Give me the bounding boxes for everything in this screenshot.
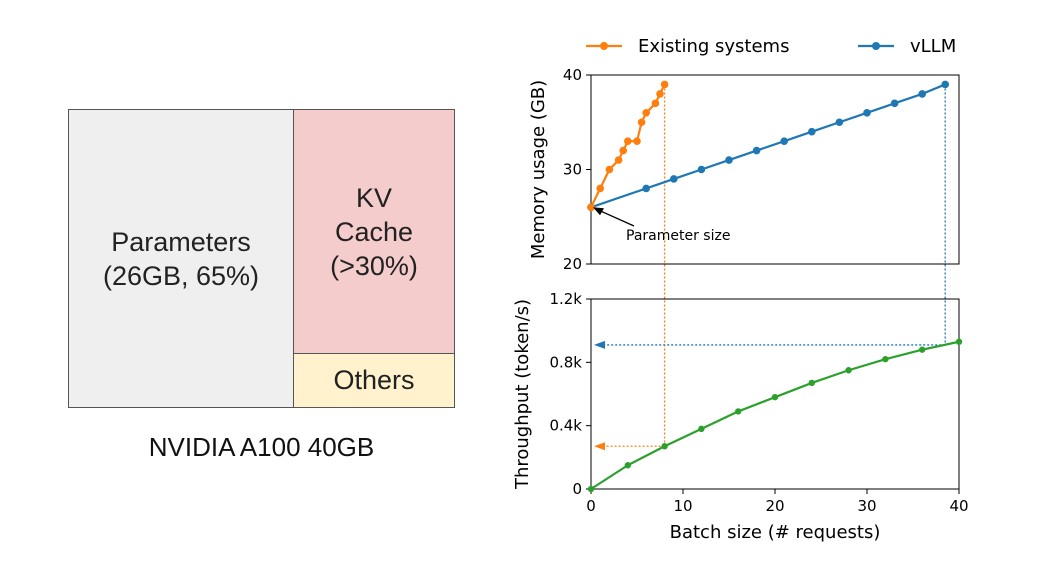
vllm-throughput-point — [771, 393, 779, 401]
throughput-y-axis-label: Throughput (token/s) — [512, 299, 533, 490]
x-axis-label: Batch size (# requests) — [670, 522, 881, 543]
vllm-memory-point — [670, 175, 678, 183]
gpu-memory-layout: Parameters (26GB, 65%) KV Cache (>30%) O… — [68, 109, 455, 408]
existing-memory-point — [619, 146, 627, 155]
vllm-memory-point — [890, 99, 899, 108]
legend-swatch-marker — [872, 42, 880, 50]
legend-swatch-marker — [600, 42, 608, 50]
existing-memory-point — [614, 156, 623, 164]
vllm-memory-point — [808, 127, 816, 136]
memory-ytick-label: 30 — [563, 161, 582, 179]
existing-memory-point — [651, 99, 660, 108]
vllm-throughput-point — [698, 425, 705, 433]
vllm-memory-point — [697, 165, 706, 174]
annotation-label: Parameter size — [626, 228, 730, 244]
others-label: Others — [333, 365, 415, 395]
annotation-arrowhead — [593, 207, 604, 216]
vllm-throughput-point — [845, 367, 852, 374]
vllm-throughput-point — [919, 346, 926, 353]
xtick-label: 0 — [586, 497, 596, 515]
vllm-memory-point — [941, 80, 949, 89]
vllm-guide-arrow — [594, 340, 605, 349]
throughput-ytick-label: 0.4k — [549, 417, 582, 435]
kv-cache-segment: KV Cache (>30%) — [293, 109, 455, 354]
existing-memory-point — [656, 90, 664, 98]
annotation-arrow-line — [598, 209, 635, 227]
others-segment: Others — [293, 353, 455, 408]
throughput-ytick-label: 1.2k — [549, 290, 582, 308]
legend-label: vLLM — [910, 36, 956, 57]
legend-label: Existing systems — [638, 36, 789, 57]
existing-memory-point — [596, 184, 604, 193]
parameters-segment: Parameters (26GB, 65%) — [68, 109, 294, 408]
xtick-label: 40 — [949, 497, 968, 515]
existing-memory-point — [642, 109, 650, 117]
existing-memory-point — [587, 203, 595, 212]
existing-memory-point — [605, 165, 614, 174]
existing-memory-point — [624, 137, 632, 145]
vllm-throughput-point — [808, 379, 815, 387]
vllm-throughput-point — [624, 462, 631, 469]
vllm-memory-point — [918, 90, 926, 98]
vllm-memory-point — [780, 137, 788, 145]
throughput-ytick-label: 0 — [572, 480, 582, 498]
existing-memory-point — [637, 118, 646, 127]
vllm-throughput-point — [735, 408, 742, 415]
vllm-throughput-line — [590, 340, 960, 490]
memory-y-axis-label: Memory usage (GB) — [528, 80, 549, 259]
vllm-memory-point — [835, 118, 844, 127]
existing-memory-point — [660, 80, 669, 89]
gpu-caption: NVIDIA A100 40GB — [148, 432, 375, 462]
xtick-label: 30 — [857, 497, 876, 515]
xtick-label: 20 — [765, 497, 784, 515]
vllm-throughput-point — [587, 485, 595, 493]
vllm-memory-point — [642, 184, 650, 193]
vllm-throughput-point — [661, 443, 668, 450]
vllm-throughput-point — [882, 355, 889, 363]
vllm-memory-point — [725, 156, 733, 164]
memory-ytick-label: 20 — [563, 255, 582, 273]
memory-ytick-label: 40 — [563, 66, 582, 84]
kv-cache-label: KV Cache (>30%) — [330, 182, 418, 281]
vllm-memory-point — [752, 146, 761, 155]
existing-memory-point — [633, 137, 641, 145]
throughput-ytick-label: 0.8k — [549, 353, 582, 371]
vllm-throughput-point — [955, 338, 963, 345]
xtick-label: 10 — [673, 497, 692, 515]
parameters-label: Parameters (26GB, 65%) — [102, 226, 260, 291]
existing-guide-arrow — [594, 442, 605, 451]
vllm-memory-point — [863, 109, 871, 117]
